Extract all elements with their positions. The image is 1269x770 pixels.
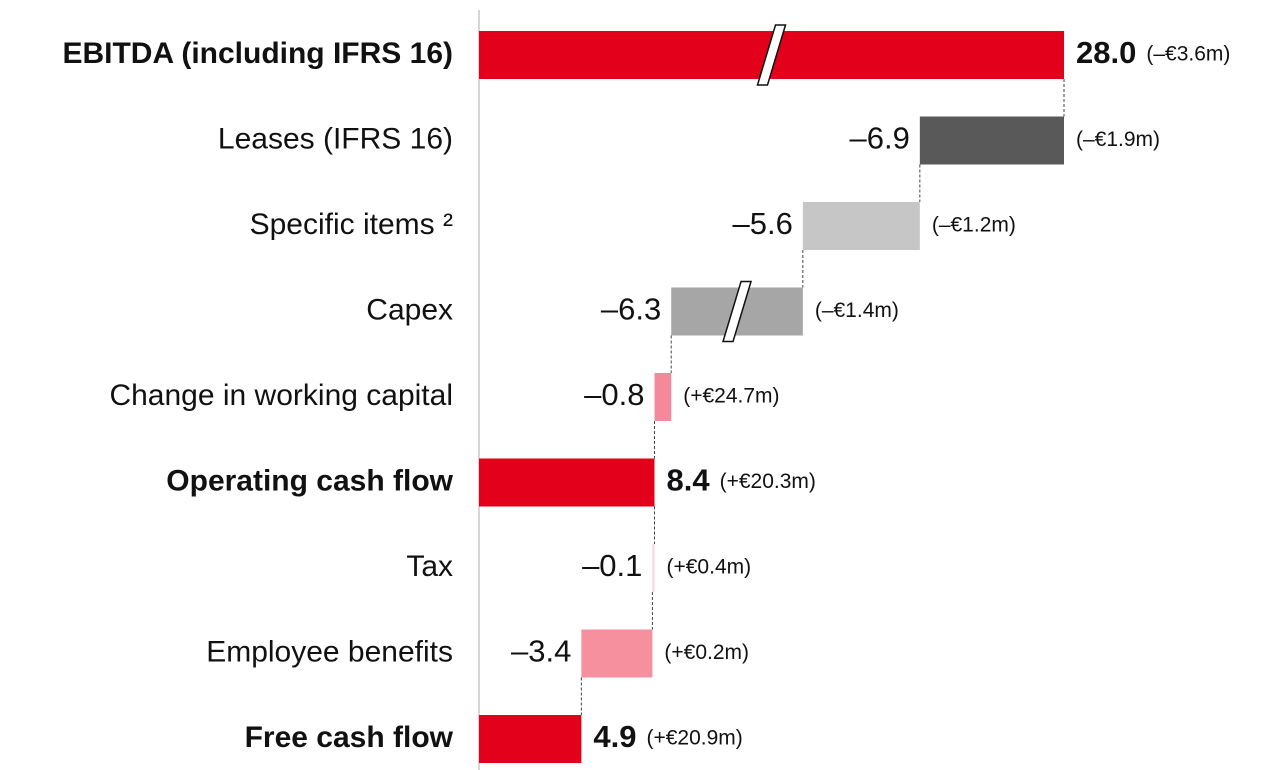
- annotation: (+€20.9m): [646, 727, 742, 750]
- annotation: (–€1.2m): [932, 214, 1016, 237]
- annotation: (+€24.7m): [683, 385, 779, 408]
- value-label: 8.4: [667, 463, 711, 498]
- bar: [654, 373, 672, 421]
- axis-break: [756, 24, 787, 86]
- value-label: –6.3: [601, 292, 661, 327]
- bar: [581, 629, 653, 678]
- category-label: Capex: [366, 293, 453, 326]
- category-label: Change in working capital: [109, 379, 453, 412]
- value-label: –6.9: [849, 121, 909, 156]
- value-label: –3.4: [511, 634, 571, 669]
- axis-break: [722, 280, 753, 343]
- category-label: EBITDA (including IFRS 16): [62, 37, 453, 70]
- annotation: (–€1.9m): [1076, 128, 1160, 151]
- value-label: –0.8: [584, 377, 644, 412]
- value-label: –5.6: [732, 206, 792, 241]
- annotation: (+€0.2m): [664, 641, 749, 664]
- annotation: (–€1.4m): [815, 299, 899, 322]
- category-label: Specific items ²: [250, 208, 453, 241]
- category-label: Leases (IFRS 16): [218, 122, 453, 155]
- category-label: Employee benefits: [206, 635, 453, 668]
- value-label: –0.1: [582, 548, 642, 583]
- bar: [479, 715, 582, 763]
- annotation: (+€20.3m): [720, 470, 816, 493]
- bar: [919, 116, 1064, 165]
- value-label: 28.0: [1076, 35, 1136, 70]
- category-label: Tax: [406, 550, 453, 583]
- category-label: Free cash flow: [245, 721, 454, 754]
- annotation: (–€3.6m): [1146, 43, 1230, 66]
- bar: [652, 544, 655, 592]
- category-label: Operating cash flow: [166, 464, 453, 497]
- bar: [802, 202, 920, 250]
- annotation: (+€0.4m): [667, 556, 752, 579]
- bar: [479, 458, 655, 507]
- value-label: 4.9: [593, 719, 636, 754]
